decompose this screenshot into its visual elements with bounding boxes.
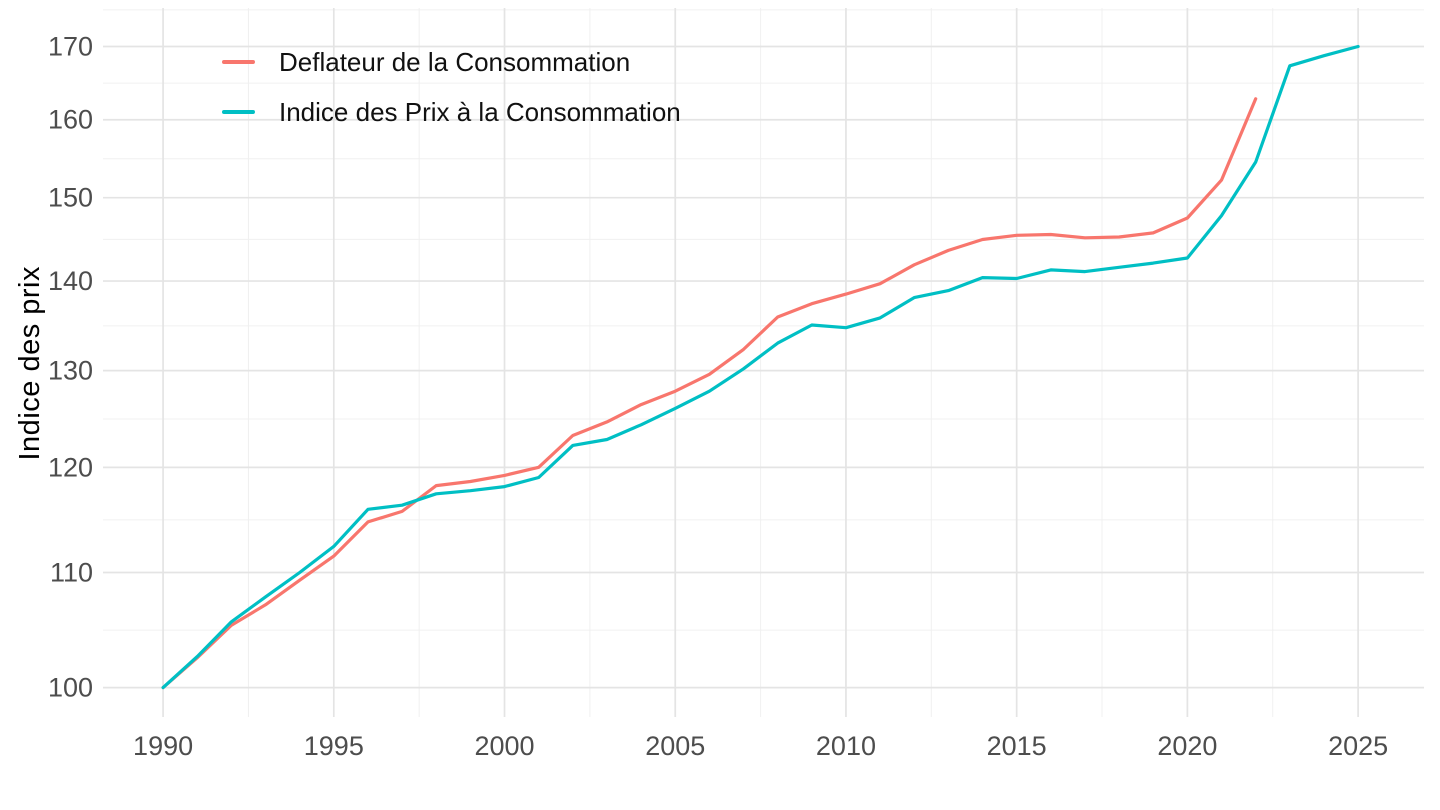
y-tick-label: 140 bbox=[48, 266, 93, 296]
y-tick-label: 100 bbox=[48, 673, 93, 703]
y-tick-label: 130 bbox=[48, 356, 93, 386]
y-tick-label: 150 bbox=[48, 183, 93, 213]
legend-label: Indice des Prix à la Consommation bbox=[279, 96, 681, 127]
legend-key-line-teal bbox=[222, 110, 255, 114]
y-tick-label: 170 bbox=[48, 31, 93, 61]
legend-label: Deflateur de la Consommation bbox=[279, 46, 631, 77]
x-tick-label: 1990 bbox=[133, 731, 193, 761]
x-tick-label: 2000 bbox=[474, 731, 534, 761]
legend-item-ipc: Indice des Prix à la Consommation bbox=[222, 87, 681, 137]
legend-item-deflateur: Deflateur de la Consommation bbox=[222, 37, 681, 87]
y-tick-label: 160 bbox=[48, 105, 93, 135]
series-line-deflateur bbox=[161, 97, 1258, 690]
x-tick-label: 2010 bbox=[816, 731, 876, 761]
legend: Deflateur de la Consommation Indice des … bbox=[222, 37, 681, 137]
x-tick-label: 2020 bbox=[1157, 731, 1217, 761]
x-tick-label: 1995 bbox=[304, 731, 364, 761]
y-tick-label: 110 bbox=[50, 557, 93, 587]
series-line-ipc bbox=[161, 44, 1360, 690]
x-tick-label: 2005 bbox=[645, 731, 705, 761]
x-tick-label: 2015 bbox=[987, 731, 1047, 761]
y-tick-label: 120 bbox=[48, 452, 93, 482]
legend-key-line-red bbox=[222, 60, 255, 64]
x-tick-label: 2025 bbox=[1328, 731, 1388, 761]
